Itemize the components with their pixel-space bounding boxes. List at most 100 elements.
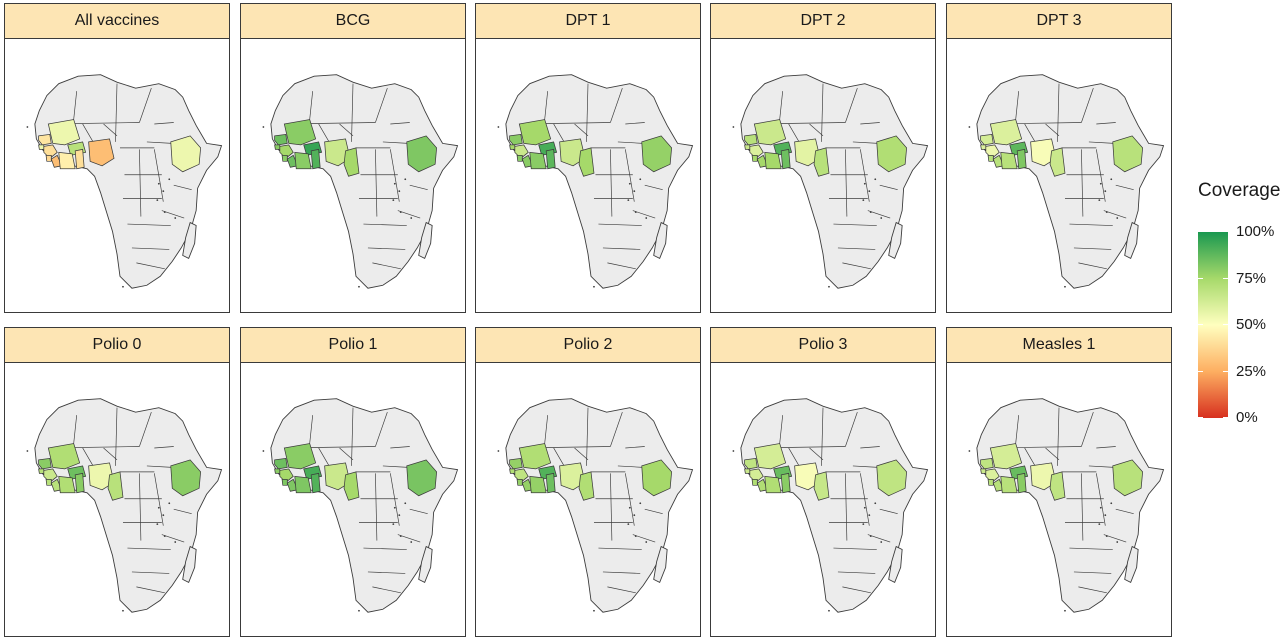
island-dot: [968, 126, 971, 128]
country-border: [390, 149, 400, 202]
country-cote-divoire: [764, 475, 782, 494]
country-border: [82, 447, 94, 467]
madagascar: [888, 545, 903, 583]
island-dot: [1098, 199, 1101, 202]
country-border: [154, 149, 164, 202]
panel-title: All vaccines: [4, 3, 230, 39]
africa-outline: [505, 398, 694, 613]
country-border: [367, 571, 406, 574]
country-ghana: [310, 472, 321, 494]
country-border: [788, 123, 800, 143]
africa-outline: [34, 398, 223, 613]
map-plot: [240, 363, 466, 637]
country-border: [1069, 223, 1113, 226]
country-border: [73, 415, 78, 444]
country-border: [136, 586, 165, 594]
island-dot: [874, 502, 877, 505]
island-dot: [868, 190, 871, 193]
country-border: [860, 122, 880, 125]
island-dot: [399, 211, 402, 213]
island-dot: [828, 609, 830, 612]
country-border: [544, 91, 549, 120]
island-dot: [645, 541, 648, 543]
map-panel: DPT 1: [475, 3, 701, 313]
country-border: [553, 123, 565, 143]
country-border: [610, 473, 613, 541]
island-dot: [122, 609, 124, 612]
country-border: [610, 412, 623, 447]
island-dot: [358, 609, 360, 612]
island-dot: [399, 535, 402, 537]
country-cote-divoire: [764, 151, 782, 170]
island-dot: [1104, 190, 1107, 193]
legend-tick-label: 75%: [1236, 269, 1267, 287]
country-cote-divoire: [58, 151, 76, 170]
country-border: [1057, 83, 1060, 142]
country-sierra-leone: [281, 478, 288, 486]
country-cameroon: [813, 147, 830, 177]
country-border: [136, 262, 165, 270]
country-border: [610, 88, 623, 123]
country-border: [788, 447, 800, 467]
map-panel: Measles 1: [946, 327, 1172, 637]
country-guinea-bissau: [509, 468, 516, 474]
country-border: [115, 83, 118, 142]
africa-map: [968, 74, 1165, 289]
island-dot: [404, 502, 407, 505]
country-senegal: [509, 134, 523, 146]
map-plot: [475, 39, 701, 313]
coverage-legend: Coverage 100% 75% 50% 25% 0%: [1190, 178, 1280, 438]
country-cameroon: [813, 471, 830, 501]
island-dot: [393, 182, 396, 185]
island-dot: [1099, 182, 1102, 185]
country-border: [625, 473, 635, 526]
legend-tick-label: 25%: [1236, 362, 1267, 380]
country-border: [173, 508, 192, 515]
country-border: [779, 91, 784, 120]
country-cote-divoire: [1000, 151, 1018, 170]
island-dot: [1064, 609, 1066, 612]
country-border: [1024, 447, 1036, 467]
country-guinea-bissau: [744, 468, 751, 474]
country-ethiopia: [1112, 135, 1144, 173]
island-dot: [393, 506, 396, 509]
country-border: [1015, 415, 1020, 444]
africa-map: [968, 398, 1165, 613]
country-border: [602, 571, 641, 574]
country-cote-divoire: [294, 151, 312, 170]
island-dot: [628, 182, 631, 185]
country-border: [1096, 446, 1116, 449]
panel-title: Measles 1: [946, 327, 1172, 363]
country-border: [73, 91, 78, 120]
country-border: [598, 547, 642, 550]
country-ethiopia: [1112, 459, 1144, 497]
island-dot: [404, 178, 407, 181]
country-senegal: [509, 458, 523, 470]
country-border: [115, 407, 118, 466]
country-border: [845, 88, 858, 123]
country-border: [842, 586, 871, 594]
country-border: [390, 473, 400, 526]
map-plot: [946, 39, 1172, 313]
map-plot: [710, 39, 936, 313]
map-plot: [4, 363, 230, 637]
country-senegal: [744, 458, 758, 470]
country-border: [845, 412, 858, 447]
island-dot: [627, 523, 630, 526]
country-border: [1096, 473, 1106, 526]
africa-map: [262, 398, 459, 613]
country-border: [382, 141, 409, 144]
country-border: [1045, 447, 1060, 461]
country-border: [860, 149, 870, 202]
country-cote-divoire: [1000, 475, 1018, 494]
country-border: [1088, 465, 1115, 468]
madagascar: [1124, 545, 1139, 583]
island-dot: [1104, 514, 1107, 517]
country-border: [1024, 123, 1036, 143]
country-border: [842, 262, 871, 270]
africa-outline: [270, 74, 459, 289]
country-sierra-leone: [987, 478, 994, 486]
map-plot: [240, 39, 466, 313]
island-dot: [157, 506, 160, 509]
country-border: [833, 223, 877, 226]
